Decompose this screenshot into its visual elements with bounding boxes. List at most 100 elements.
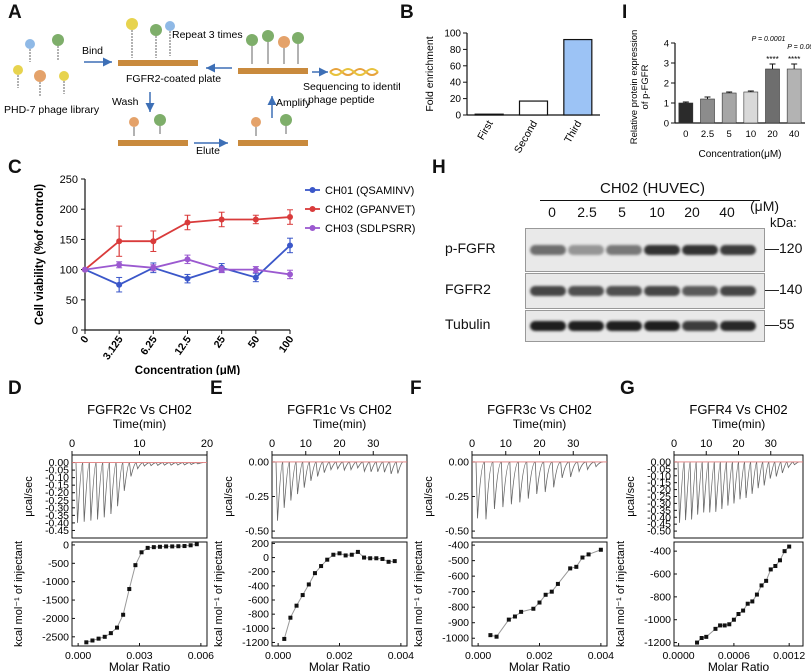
y-tick-label: 80 (450, 45, 462, 56)
top-x-axis-label: Time(min) (113, 417, 167, 431)
top-plot-frame (471, 454, 608, 539)
top-y-tick-label: -0.20 (45, 487, 69, 499)
data-point (184, 219, 191, 226)
legend-marker (309, 206, 316, 212)
isotherm-point (182, 544, 187, 549)
bottom-plot-frame (271, 541, 408, 647)
y-axis-label: Cell viability (%of control) (34, 184, 46, 325)
data-point (150, 264, 157, 271)
top-x-tick-label: 30 (765, 438, 777, 450)
y-axis-label: Fold enrichment (424, 36, 436, 111)
top-y-tick-label: -0.25 (245, 491, 269, 503)
bar-third (563, 38, 593, 116)
x-tick-label: 20 (767, 129, 778, 140)
label-wash: Wash (112, 96, 139, 108)
y-tick-label: 100 (60, 265, 78, 277)
x-tick-label: 40 (789, 129, 800, 140)
isotherm-point (145, 545, 150, 550)
p-value-label: P = 0.0001 (787, 44, 811, 51)
isotherm-point (574, 564, 579, 569)
bottom-y-axis-label: kcal mol⁻¹ of injectant (213, 541, 225, 647)
blot-band (606, 321, 642, 331)
top-y-tick-label: -0.50 (245, 526, 269, 538)
data-point (116, 238, 123, 245)
top-y-axis-label: μcal/sec (423, 476, 435, 517)
raw-itc-trace (475, 461, 604, 520)
top-y-tick-label: -0.35 (45, 510, 69, 522)
top-y-tick-label: -0.05 (647, 463, 671, 475)
top-x-axis-label: Time(min) (712, 417, 766, 431)
isotherm-point (331, 552, 336, 557)
panel-letter-e: E (210, 378, 223, 399)
bottom-y-tick-label: -400 (248, 580, 269, 592)
blot-band (644, 245, 680, 255)
x-tick-label: 12.5 (172, 334, 194, 358)
y-tick-label: 2 (664, 79, 669, 90)
bottom-x-tick-label: 0.006 (188, 650, 214, 662)
bottom-y-tick-label: -1000 (644, 614, 671, 626)
data-point (287, 271, 293, 278)
isotherm-point (731, 617, 736, 622)
isotherm-point (362, 555, 367, 560)
bottom-x-tick-label: 0.000 (465, 650, 491, 662)
blot-band (568, 245, 604, 255)
isotherm-point (727, 622, 732, 627)
bottom-y-tick-label: -1500 (42, 595, 69, 607)
isotherm-point (392, 559, 397, 564)
top-y-tick-label: -0.10 (45, 472, 69, 484)
bottom-x-tick-label: 0.0000 (663, 650, 695, 662)
y-tick-label: 4 (664, 39, 669, 50)
top-y-tick-label: 0.00 (449, 456, 470, 468)
x-tick-label: First (475, 118, 496, 142)
blot-band (720, 286, 756, 296)
data-point (116, 261, 123, 268)
bottom-y-tick-label: -200 (248, 566, 269, 578)
blot-title: CH02 (HUVEC) (600, 180, 706, 197)
top-y-tick-label: -0.10 (647, 470, 671, 482)
isotherm-point (512, 614, 517, 619)
bottom-y-tick-label: -2500 (42, 631, 69, 643)
y-tick-label: 0 (455, 111, 461, 122)
top-x-tick-label: 10 (500, 438, 512, 450)
isotherm-point (754, 592, 759, 597)
raw-itc-trace (275, 461, 404, 521)
blot-kda-label: kDa: (770, 215, 797, 230)
blot-kda-value: —140 (765, 281, 803, 297)
top-x-tick-label: 10 (300, 438, 312, 450)
bottom-y-tick-label: 0 (63, 539, 69, 551)
top-x-tick-label: 10 (700, 438, 712, 450)
isotherm-point (759, 583, 764, 588)
top-y-tick-label: -0.30 (647, 498, 671, 510)
x-tick-label: 2.5 (701, 129, 714, 140)
isotherm-point (555, 581, 560, 586)
top-x-tick-label: 30 (367, 438, 379, 450)
blot-band (530, 286, 566, 296)
y-tick-label: 250 (60, 174, 78, 186)
blot-band (568, 286, 604, 296)
top-x-tick-label: 0 (671, 438, 677, 450)
isotherm-point (355, 549, 360, 554)
raw-itc-trace (677, 461, 800, 523)
blot-band (530, 321, 566, 331)
blot-kda-value: —55 (765, 316, 795, 332)
isotherm-point (115, 625, 119, 630)
isotherm-point (380, 556, 385, 561)
blot-concentration-label: 40 (719, 204, 735, 220)
x-tick-label: 100 (277, 334, 297, 355)
data-point (184, 275, 191, 282)
x-tick-label: Second (512, 118, 540, 155)
legend-marker (309, 187, 316, 193)
isotherm-point (188, 543, 193, 548)
isotherm-point (312, 571, 317, 576)
isotherm-point (777, 558, 782, 563)
y-tick-label: 150 (60, 234, 78, 246)
top-y-tick-label: -0.20 (647, 484, 671, 496)
isotherm-point (787, 544, 792, 549)
isotherm-point (741, 608, 746, 613)
top-x-tick-label: 10 (133, 438, 145, 450)
bottom-y-tick-label: -1200 (242, 637, 269, 649)
isotherm-point (133, 563, 138, 568)
